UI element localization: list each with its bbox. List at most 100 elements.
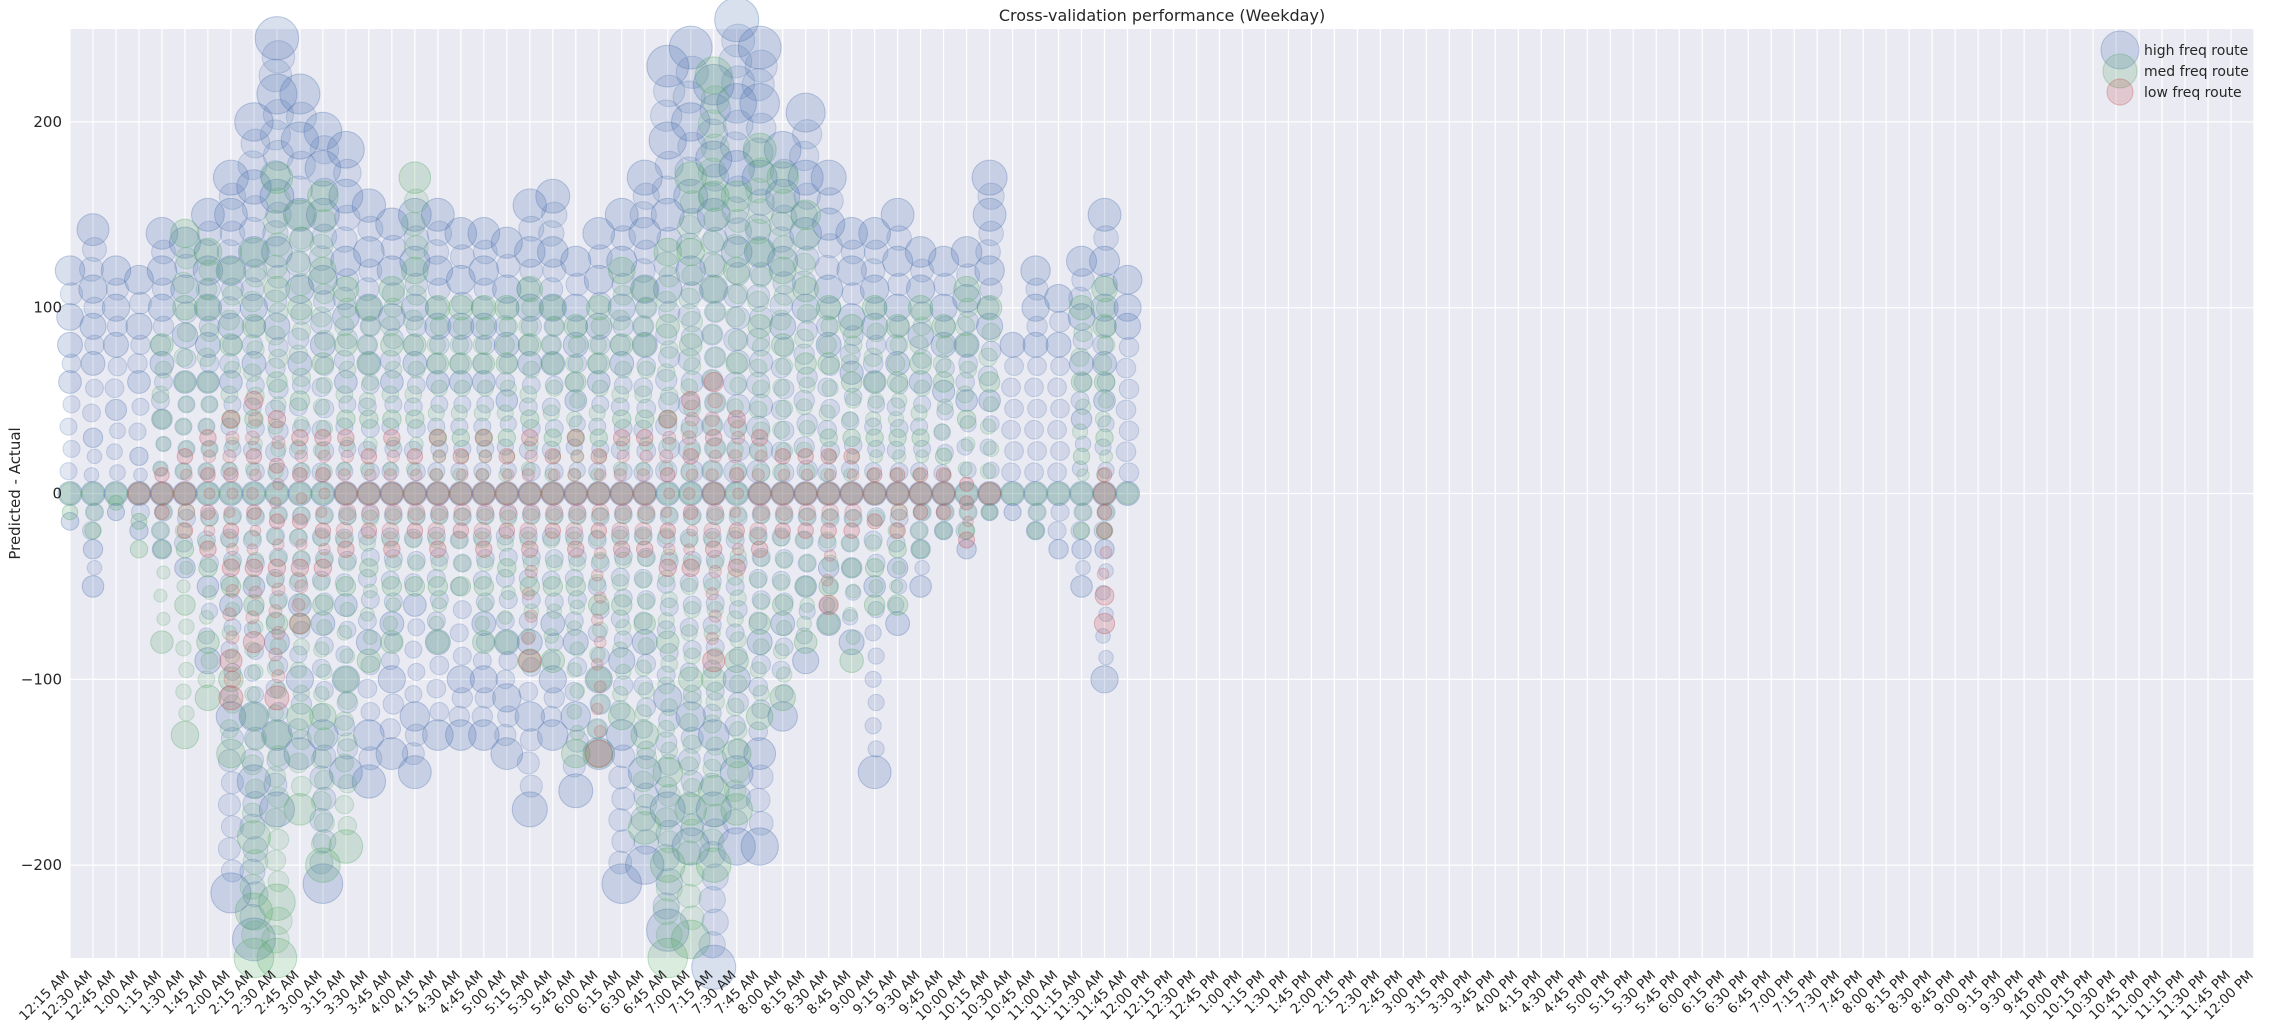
data-point — [358, 258, 383, 283]
data-point — [517, 481, 543, 506]
data-point — [699, 274, 729, 304]
data-point — [283, 175, 313, 205]
data-point — [955, 316, 976, 337]
data-point — [650, 99, 683, 132]
data-point — [469, 665, 498, 694]
data-point — [242, 631, 266, 654]
data-point — [677, 437, 701, 461]
data-point — [660, 698, 679, 717]
data-point — [447, 312, 475, 340]
data-point — [887, 411, 905, 428]
data-point — [170, 274, 200, 304]
data-point — [702, 481, 726, 506]
data-point — [516, 277, 541, 302]
data-point — [627, 755, 662, 790]
data-point — [426, 220, 453, 247]
data-point — [723, 283, 748, 308]
data-point — [268, 604, 283, 619]
data-point — [590, 448, 608, 465]
data-point — [725, 530, 745, 550]
data-point — [1024, 419, 1044, 440]
data-point — [820, 522, 837, 539]
data-point — [192, 255, 224, 286]
data-point — [263, 629, 290, 656]
data-point — [768, 211, 794, 237]
data-point — [58, 482, 82, 505]
data-point — [982, 440, 1000, 458]
data-point — [817, 352, 840, 375]
data-point — [797, 448, 814, 465]
data-point — [518, 215, 545, 242]
data-point — [863, 481, 887, 506]
data-point — [514, 236, 546, 268]
data-point — [259, 160, 291, 192]
data-point — [380, 481, 404, 506]
data-point — [334, 370, 358, 394]
data-point — [154, 504, 170, 520]
data-point — [272, 538, 285, 551]
data-point — [407, 662, 426, 681]
data-point — [268, 302, 289, 323]
data-point — [124, 264, 154, 295]
data-point — [655, 868, 683, 896]
data-point — [958, 297, 979, 318]
data-point — [606, 245, 638, 277]
data-point — [655, 819, 683, 848]
data-point — [422, 255, 454, 286]
data-point — [497, 296, 520, 319]
data-point — [625, 845, 665, 885]
data-point — [700, 772, 725, 797]
data-point — [613, 630, 633, 650]
data-point — [291, 375, 311, 395]
data-point — [722, 256, 751, 285]
data-point — [130, 334, 151, 356]
data-point — [175, 540, 195, 559]
data-point — [633, 526, 653, 546]
data-point — [200, 504, 216, 520]
data-point — [671, 827, 710, 866]
data-point — [498, 448, 516, 465]
data-point — [979, 463, 997, 480]
data-point — [699, 93, 731, 126]
data-point — [431, 597, 448, 613]
data-point — [653, 74, 686, 108]
data-point — [697, 719, 730, 751]
data-point — [748, 676, 769, 697]
data-point — [57, 481, 83, 506]
data-point — [335, 462, 354, 481]
data-point — [521, 657, 542, 677]
data-point — [610, 609, 630, 629]
data-point — [105, 277, 130, 301]
data-point — [697, 109, 727, 139]
data-point — [705, 736, 725, 756]
data-point — [403, 397, 423, 417]
data-point — [1045, 331, 1072, 358]
data-point — [863, 594, 886, 616]
data-point — [311, 527, 331, 547]
data-point — [174, 557, 196, 579]
data-point — [308, 245, 335, 271]
data-point — [659, 467, 676, 483]
data-point — [337, 468, 352, 482]
data-point — [587, 623, 607, 643]
data-point — [288, 528, 308, 548]
data-point — [724, 306, 746, 328]
data-point — [524, 449, 538, 464]
data-point — [521, 297, 542, 318]
data-point — [287, 481, 313, 506]
data-point — [496, 253, 521, 279]
data-point — [241, 481, 267, 506]
data-point — [334, 316, 355, 337]
data-point — [287, 294, 313, 321]
data-point — [380, 651, 400, 671]
scatter-points — [54, 0, 1143, 990]
data-point — [610, 397, 630, 417]
data-point — [154, 372, 173, 392]
data-point — [889, 335, 909, 355]
data-point — [289, 390, 311, 411]
data-point — [178, 618, 195, 635]
data-point — [426, 352, 450, 375]
data-point — [351, 188, 387, 223]
data-point — [519, 385, 538, 404]
data-point — [406, 522, 424, 539]
